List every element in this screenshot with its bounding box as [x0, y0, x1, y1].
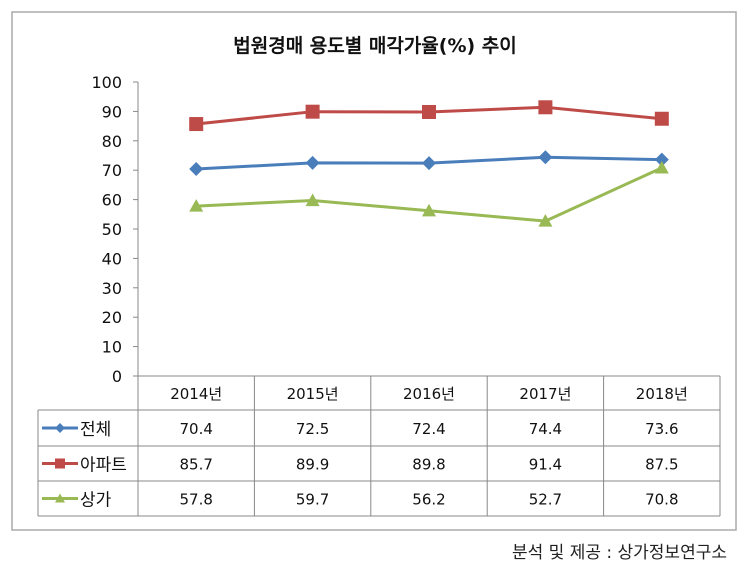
marker-diamond: [422, 156, 436, 171]
legend-label: 상가: [80, 491, 112, 511]
data-label: 70.4: [179, 420, 212, 438]
category-label: 2017년: [519, 385, 571, 403]
marker-square: [422, 104, 436, 119]
legend-label: 전체: [80, 420, 111, 440]
marker-square: [654, 111, 669, 126]
data-label: 59.7: [296, 491, 329, 509]
y-tick-label: 80: [102, 132, 122, 151]
data-label: 57.8: [179, 491, 212, 509]
data-label: 72.4: [412, 420, 445, 438]
marker-diamond: [55, 423, 65, 433]
data-label: 91.4: [529, 456, 562, 474]
category-label: 2016년: [403, 385, 455, 403]
source-note: 분석 및 제공 : 상가정보연구소: [511, 543, 727, 562]
marker-triangle: [189, 199, 204, 212]
data-label: 52.7: [529, 491, 562, 509]
category-label: 2015년: [287, 385, 339, 403]
data-label: 89.9: [296, 456, 329, 474]
y-tick-label: 10: [102, 338, 122, 357]
marker-square: [305, 104, 320, 119]
marker-triangle: [55, 493, 65, 503]
chart-title: 법원경매 용도별 매각가율(%) 추이: [233, 35, 517, 57]
y-tick-label: 100: [91, 73, 122, 92]
data-label: 87.5: [645, 456, 678, 474]
y-tick-label: 0: [112, 367, 122, 386]
y-tick-label: 60: [102, 191, 122, 210]
category-label: 2014년: [170, 385, 222, 403]
marker-triangle: [422, 203, 436, 217]
marker-triangle: [538, 214, 553, 227]
y-tick-label: 40: [102, 249, 122, 268]
chart-frame: [11, 11, 737, 531]
data-label: 56.2: [412, 491, 445, 509]
legend-label: 아파트: [80, 456, 127, 476]
data-label: 70.8: [645, 491, 678, 509]
data-label: 85.7: [179, 456, 212, 474]
marker-square: [189, 117, 204, 132]
marker-square: [538, 100, 553, 115]
y-tick-label: 20: [102, 308, 122, 327]
marker-triangle: [654, 160, 669, 174]
y-tick-label: 90: [102, 102, 122, 121]
marker-diamond: [305, 155, 320, 170]
y-tick-label: 70: [102, 161, 122, 180]
data-label: 72.5: [296, 420, 329, 438]
marker-diamond: [654, 152, 669, 167]
data-label: 89.8: [412, 456, 445, 474]
marker-square: [55, 458, 65, 469]
category-label: 2018년: [636, 385, 688, 403]
data-label: 73.6: [645, 420, 678, 438]
y-tick-label: 30: [102, 279, 122, 298]
marker-diamond: [538, 150, 553, 165]
data-label: 74.4: [529, 420, 562, 438]
marker-triangle: [305, 193, 320, 207]
marker-diamond: [189, 162, 204, 177]
y-tick-label: 50: [102, 220, 122, 239]
